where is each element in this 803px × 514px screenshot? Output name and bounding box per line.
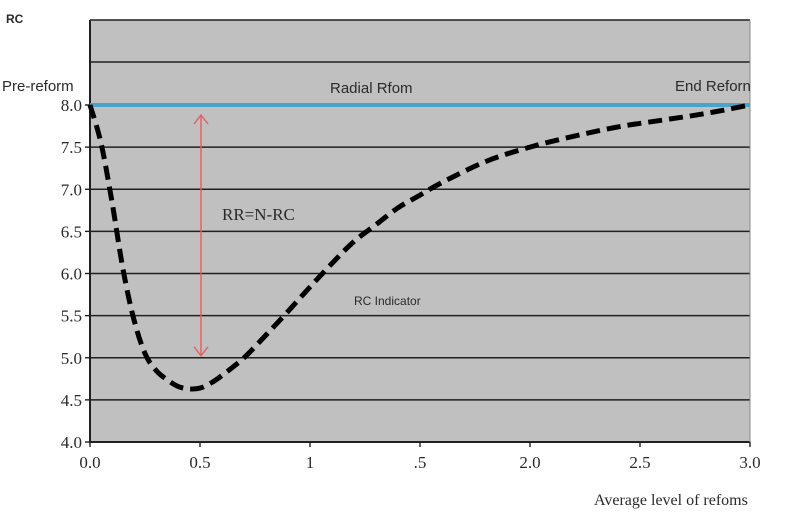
y-tick-label: 6.5 xyxy=(61,222,82,241)
y-tick-label: 7.0 xyxy=(61,180,82,199)
x-tick-label: 0.0 xyxy=(79,453,100,472)
end-reform-label: End Reforn xyxy=(675,78,751,95)
pre-reform-label: Pre-reform xyxy=(2,78,74,95)
radial-reform-label: Radial Rfom xyxy=(330,80,413,97)
x-tick-label: 2.0 xyxy=(519,453,540,472)
axes xyxy=(85,20,751,447)
x-tick-label: 2.5 xyxy=(629,453,650,472)
rr-label: RR=N-RC xyxy=(222,205,295,224)
x-tick-label: 0.5 xyxy=(189,453,210,472)
y-tick-label: 4.5 xyxy=(61,391,82,410)
x-tick-label: 1 xyxy=(306,453,315,472)
y-tick-label: 5.0 xyxy=(61,349,82,368)
y-tick-label: 7.5 xyxy=(61,138,82,157)
y-tick-label: 6.0 xyxy=(61,265,82,284)
series-layer xyxy=(87,102,751,392)
series-rc-indicator-line xyxy=(87,102,751,392)
y-tick-label: 8.0 xyxy=(61,96,82,115)
y-axis-label: RC xyxy=(6,12,24,26)
x-axis-label: Average level of refoms xyxy=(594,492,748,509)
rr-arrow-head-bottom xyxy=(193,346,209,357)
y-tick-labels: 4.0 4.5 5.0 5.5 6.0 6.5 7.0 7.5 8.0 xyxy=(61,96,82,452)
y-tick-label: 4.0 xyxy=(61,433,82,452)
x-tick-label: 3.0 xyxy=(739,453,760,472)
y-tick-label: 5.5 xyxy=(61,307,82,326)
rc-indicator-label: RC Indicator xyxy=(354,294,421,308)
x-tick-labels: 0.0 0.5 1 .5 2.0 2.5 3.0 xyxy=(79,453,760,472)
x-tick-label: .5 xyxy=(414,453,427,472)
rr-arrow xyxy=(193,113,209,357)
rr-arrow-head-top xyxy=(193,113,209,125)
